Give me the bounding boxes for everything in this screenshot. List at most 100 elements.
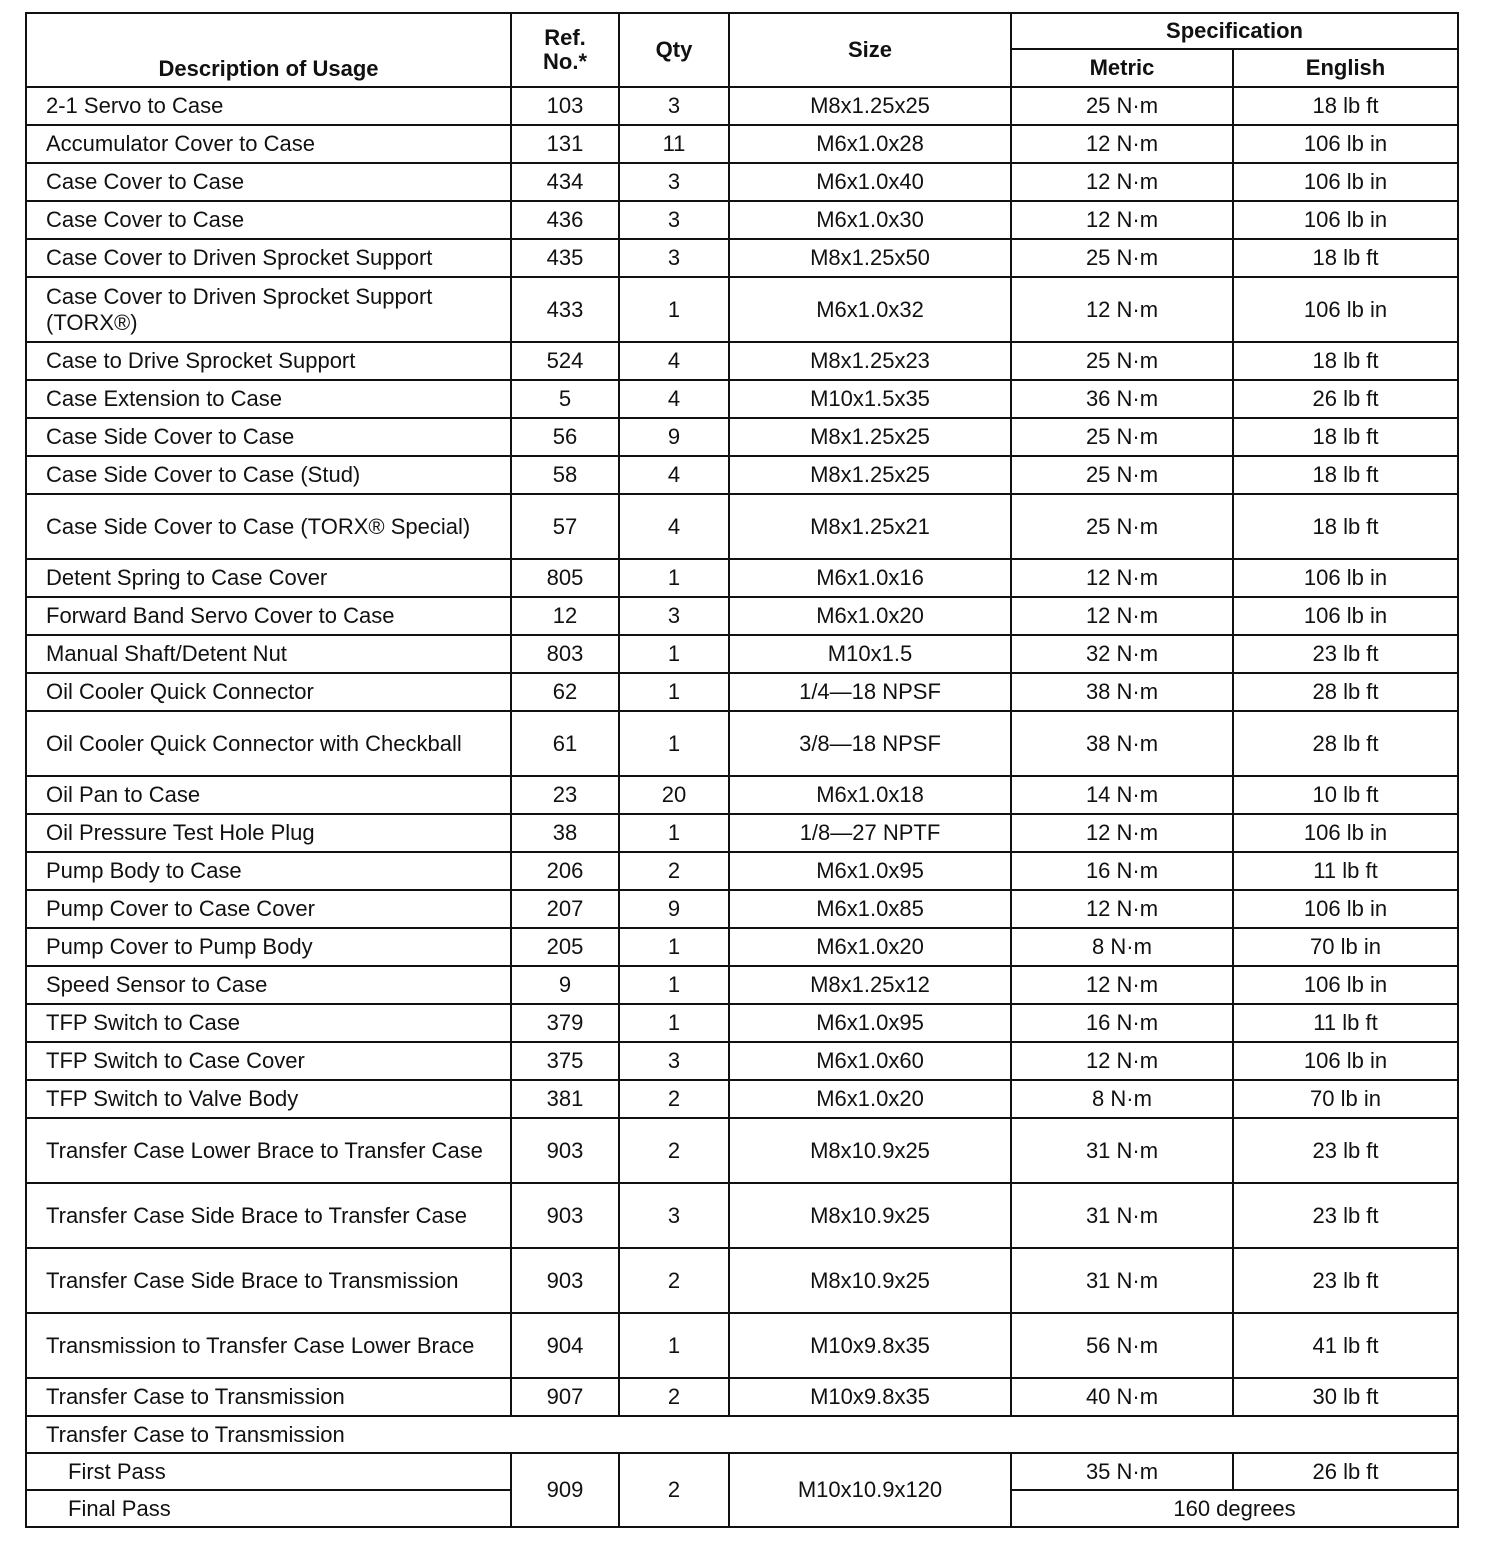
- first-pass-english: 26 lb ft: [1231, 1452, 1460, 1491]
- cell-description: Case Cover to Case: [25, 162, 512, 202]
- cell-description: TFP Switch to Case: [25, 1003, 512, 1043]
- cell-qty: 2: [618, 1117, 730, 1184]
- cell-qty: 1: [618, 710, 730, 777]
- cell-description: Transfer Case Side Brace to Transmission: [25, 1247, 512, 1314]
- cell-size: M8x1.25x21: [728, 493, 1012, 560]
- header-qty: Qty: [618, 12, 730, 88]
- cell-metric: 14 N·m: [1010, 775, 1234, 815]
- cell-size: M6x1.0x85: [728, 889, 1012, 929]
- final-pass-spec: 160 degrees: [1009, 1489, 1460, 1528]
- cell-description: Transfer Case to Transmission: [25, 1377, 512, 1417]
- cell-ref: 434: [510, 162, 620, 202]
- cell-size: M8x1.25x23: [728, 341, 1012, 381]
- cell-description: Detent Spring to Case Cover: [25, 558, 512, 598]
- cell-metric: 40 N·m: [1010, 1377, 1234, 1417]
- cell-description: Oil Pressure Test Hole Plug: [25, 813, 512, 853]
- cell-size: M6x1.0x40: [728, 162, 1012, 202]
- cell-description: Pump Cover to Case Cover: [25, 889, 512, 929]
- cell-english: 106 lb in: [1231, 596, 1460, 636]
- cell-metric: 12 N·m: [1010, 200, 1234, 240]
- cell-english: 23 lb ft: [1231, 634, 1460, 674]
- cell-english: 18 lb ft: [1231, 493, 1460, 560]
- table-row: Transfer Case Side Brace to Transfer Cas…: [25, 1182, 1460, 1249]
- group-header-row: Transfer Case to Transmission: [24, 1415, 1460, 1454]
- cell-english: 30 lb ft: [1231, 1377, 1460, 1417]
- cell-size: M6x1.0x95: [728, 851, 1012, 891]
- final-pass-row: Final Pass 160 degrees: [25, 1489, 1460, 1528]
- cell-ref: 436: [510, 200, 620, 240]
- cell-qty: 2: [618, 1247, 730, 1314]
- cell-description: Speed Sensor to Case: [25, 965, 512, 1005]
- cell-ref: 207: [510, 889, 620, 929]
- cell-english: 18 lb ft: [1231, 455, 1460, 495]
- table-row: Detent Spring to Case Cover 805 1 M6x1.0x16…: [25, 558, 1460, 598]
- cell-qty: 4: [618, 493, 730, 560]
- cell-ref: 903: [510, 1182, 620, 1249]
- cell-english: 106 lb in: [1231, 124, 1460, 164]
- cell-metric: 16 N·m: [1010, 1003, 1234, 1043]
- cell-english: 106 lb in: [1231, 276, 1460, 343]
- cell-qty: 2: [618, 1377, 730, 1417]
- cell-description: Pump Cover to Pump Body: [25, 927, 512, 967]
- cell-ref: 903: [510, 1247, 620, 1314]
- table-row: Transmission to Transfer Case Lower Brac…: [25, 1312, 1460, 1379]
- header-english: English: [1231, 48, 1460, 88]
- cell-description: Case Cover to Case: [25, 200, 512, 240]
- cell-metric: 12 N·m: [1010, 162, 1234, 202]
- cell-description: Case Extension to Case: [25, 379, 512, 419]
- cell-ref: 57: [510, 493, 620, 560]
- cell-size: M10x9.8x35: [728, 1377, 1012, 1417]
- cell-ref: 433: [510, 276, 620, 343]
- cell-size: M8x1.25x25: [728, 86, 1012, 126]
- cell-ref: 435: [510, 238, 620, 278]
- cell-description: Case Side Cover to Case: [25, 417, 512, 457]
- cell-english: 18 lb ft: [1231, 341, 1460, 381]
- table-row: Forward Band Servo Cover to Case 12 3 M6x1.…: [25, 596, 1460, 636]
- cell-ref: 131: [510, 124, 620, 164]
- table-row: Pump Cover to Pump Body 205 1 M6x1.0x20 8 N·…: [25, 927, 1460, 967]
- cell-qty: 3: [618, 238, 730, 278]
- cell-english: 28 lb ft: [1231, 710, 1460, 777]
- cell-metric: 8 N·m: [1010, 1079, 1234, 1119]
- cell-metric: 12 N·m: [1010, 813, 1234, 853]
- table-row: TFP Switch to Case Cover 375 3 M6x1.0x60 12 …: [25, 1041, 1460, 1081]
- cell-qty: 1: [618, 672, 730, 712]
- cell-qty: 4: [618, 455, 730, 495]
- cell-ref: 381: [510, 1079, 620, 1119]
- group-description: Transfer Case to Transmission: [24, 1415, 1460, 1454]
- cell-english: 23 lb ft: [1231, 1182, 1460, 1249]
- cell-size: M8x1.25x25: [728, 417, 1012, 457]
- cell-description: Case Side Cover to Case (Stud): [25, 455, 512, 495]
- cell-english: 11 lb ft: [1231, 1003, 1460, 1043]
- cell-english: 106 lb in: [1231, 1041, 1460, 1081]
- cell-ref: 205: [510, 927, 620, 967]
- cell-english: 106 lb in: [1231, 200, 1460, 240]
- cell-qty: 3: [618, 162, 730, 202]
- cell-metric: 12 N·m: [1010, 1041, 1234, 1081]
- cell-metric: 12 N·m: [1010, 965, 1234, 1005]
- cell-qty: 1: [618, 276, 730, 343]
- cell-size: M10x9.8x35: [728, 1312, 1012, 1379]
- cell-metric: 25 N·m: [1010, 493, 1234, 560]
- cell-english: 106 lb in: [1231, 813, 1460, 853]
- first-pass-row: First Pass 909 2 M10x10.9x120 35 N·m 26 …: [25, 1452, 1460, 1528]
- header-metric: Metric: [1010, 48, 1234, 88]
- cell-ref: 524: [510, 341, 620, 381]
- cell-ref: 803: [510, 634, 620, 674]
- cell-size: M8x10.9x25: [728, 1247, 1012, 1314]
- cell-ref: 23: [510, 775, 620, 815]
- cell-ref: 379: [510, 1003, 620, 1043]
- table-row: Transfer Case Lower Brace to Transfer Ca…: [25, 1117, 1460, 1184]
- cell-metric: 38 N·m: [1010, 710, 1234, 777]
- cell-qty: 2: [618, 851, 730, 891]
- cell-description: TFP Switch to Valve Body: [25, 1079, 512, 1119]
- cell-qty: 1: [618, 927, 730, 967]
- cell-metric: 25 N·m: [1010, 238, 1234, 278]
- cell-description: Forward Band Servo Cover to Case: [25, 596, 512, 636]
- cell-metric: 25 N·m: [1010, 341, 1234, 381]
- cell-size: M6x1.0x18: [728, 775, 1012, 815]
- cell-metric: 12 N·m: [1010, 596, 1234, 636]
- cell-qty: 3: [618, 1041, 730, 1081]
- table-row: Oil Cooler Quick Connector 62 1 1/4—18 NPSF…: [25, 672, 1460, 712]
- cell-qty: 4: [618, 341, 730, 381]
